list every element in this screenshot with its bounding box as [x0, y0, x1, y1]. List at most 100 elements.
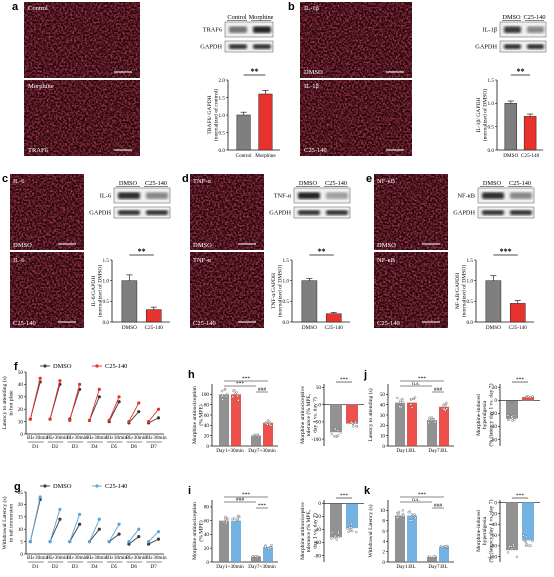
blot-band [229, 26, 247, 33]
micrograph-top-signal [374, 174, 448, 250]
x-day-label: D4 [91, 444, 98, 450]
blot-band [527, 44, 544, 50]
blot-band [146, 192, 168, 199]
data-point [270, 543, 273, 547]
data-point-DMSO [97, 527, 101, 531]
data-point [334, 434, 337, 438]
data-point [350, 522, 353, 526]
data-point [401, 509, 405, 512]
bar [219, 520, 229, 562]
micrograph-group-label: DMSO [13, 242, 32, 249]
blot-band [326, 192, 348, 199]
blot-band [253, 44, 271, 50]
x-sublabel: BL [66, 435, 73, 441]
y-tick-label: 0.5 [488, 124, 495, 130]
x-sublabel: BL [27, 555, 34, 561]
data-point [525, 535, 528, 539]
blot-row-label: GAPDH [475, 44, 497, 51]
series-line-C25-140 [108, 524, 120, 542]
y-tick-label: 1.0 [219, 113, 226, 119]
bar-chart-b: 0.0 0.5 1.0 1.5 DMSO C25-140 ** IL-1β/ GAPDH(no… [476, 67, 543, 159]
y-tick-label: -100 [487, 554, 497, 560]
data-point [529, 544, 532, 547]
data-point [527, 544, 530, 547]
data-point [531, 395, 534, 398]
micrograph-group-label: DMSO [193, 242, 212, 249]
data-point [339, 431, 342, 434]
x-group-label: Day1:BL [396, 448, 415, 454]
y-tick-label: 8 [382, 518, 385, 524]
blot-band [229, 44, 247, 50]
blot-band [253, 26, 271, 33]
data-point [251, 555, 254, 558]
y-tick-label: 40 [380, 402, 386, 408]
micrograph-top: Control [24, 2, 140, 78]
bar-DMSO [485, 280, 502, 323]
y-tick-label: -20 [314, 514, 321, 520]
blot-row-label: IL-6 [100, 193, 111, 200]
micrograph-marker-label: IL-6 [13, 257, 25, 264]
data-point-C25-140 [156, 530, 161, 534]
western-blot-a: Control Morphine TRAF6 GAPDH [200, 14, 274, 53]
data-point-DMSO [137, 535, 141, 539]
data-point [445, 545, 448, 548]
blot-band [118, 210, 140, 216]
x-day-label: D3 [72, 564, 79, 570]
bar-C25-140 [325, 313, 342, 323]
data-point-C25-140 [97, 517, 101, 521]
data-point [531, 539, 534, 543]
y-tick-label: 0.0 [283, 320, 290, 326]
x-sublabel: +30min [72, 435, 89, 441]
data-point [352, 425, 355, 428]
series-line-C25-140 [108, 396, 120, 421]
data-point [410, 397, 413, 401]
data-point [399, 399, 402, 402]
x-group-label: Day7:BL [428, 564, 447, 570]
data-point [351, 529, 354, 533]
bar [522, 502, 534, 541]
series-line-DMSO [148, 417, 159, 424]
x-day-label: D1 [32, 564, 39, 570]
y-axis-label: IL-6/GAPDH(normalized of DMSO) [91, 265, 104, 318]
blot-column-label: DMSO [502, 14, 521, 21]
bar-C25-140 [523, 116, 537, 151]
micrograph-group-label: C25-140 [304, 147, 327, 154]
micrograph-bottom-signal [10, 252, 84, 328]
data-point-C25-140 [137, 527, 141, 531]
panel-label: b [288, 1, 295, 13]
y-tick-label: 10 [18, 527, 24, 533]
bar-chart-d: 0.0 0.5 1.0 1.5 DMSO C25-140 ** TNF-α/GAPDH(nor… [271, 247, 350, 331]
blot-strip [224, 21, 274, 38]
data-point [407, 511, 410, 514]
data-point [231, 395, 234, 398]
data-point [237, 399, 240, 402]
bar [251, 556, 261, 562]
y-tick-label: -80 [490, 544, 497, 550]
data-point [440, 544, 443, 548]
blot-column-label: DMSO [483, 180, 502, 187]
y-tick-label: -50 [314, 420, 321, 426]
data-point [232, 389, 235, 392]
y-tick-label: 30 [380, 413, 386, 419]
x-sublabel: +30min [52, 435, 69, 441]
blot-band [298, 210, 320, 216]
data-point [428, 416, 431, 419]
y-tick-label: 50 [18, 370, 24, 376]
data-point-C25-140 [137, 401, 141, 405]
y-axis-label: Morphine-inducedhyperalgesia(% (latency … [476, 383, 494, 446]
bar [506, 502, 518, 551]
y-axis-label: TNF-α/GAPDH(normalized of DMSO) [271, 265, 284, 318]
bar [346, 503, 358, 529]
data-point [350, 526, 353, 529]
blot-column-label: DMSO [119, 180, 138, 187]
data-point [400, 405, 403, 409]
y-tick-label: 0 [494, 500, 497, 506]
y-tick-label: 0 [20, 432, 23, 438]
data-point [348, 526, 351, 529]
y-tick-label: 0 [206, 560, 209, 566]
series-line-DMSO [49, 519, 61, 542]
data-point [336, 429, 339, 432]
data-point [512, 545, 515, 548]
y-axis-label: Morphine antinociceptivetolerance (% MPE… [300, 502, 318, 560]
